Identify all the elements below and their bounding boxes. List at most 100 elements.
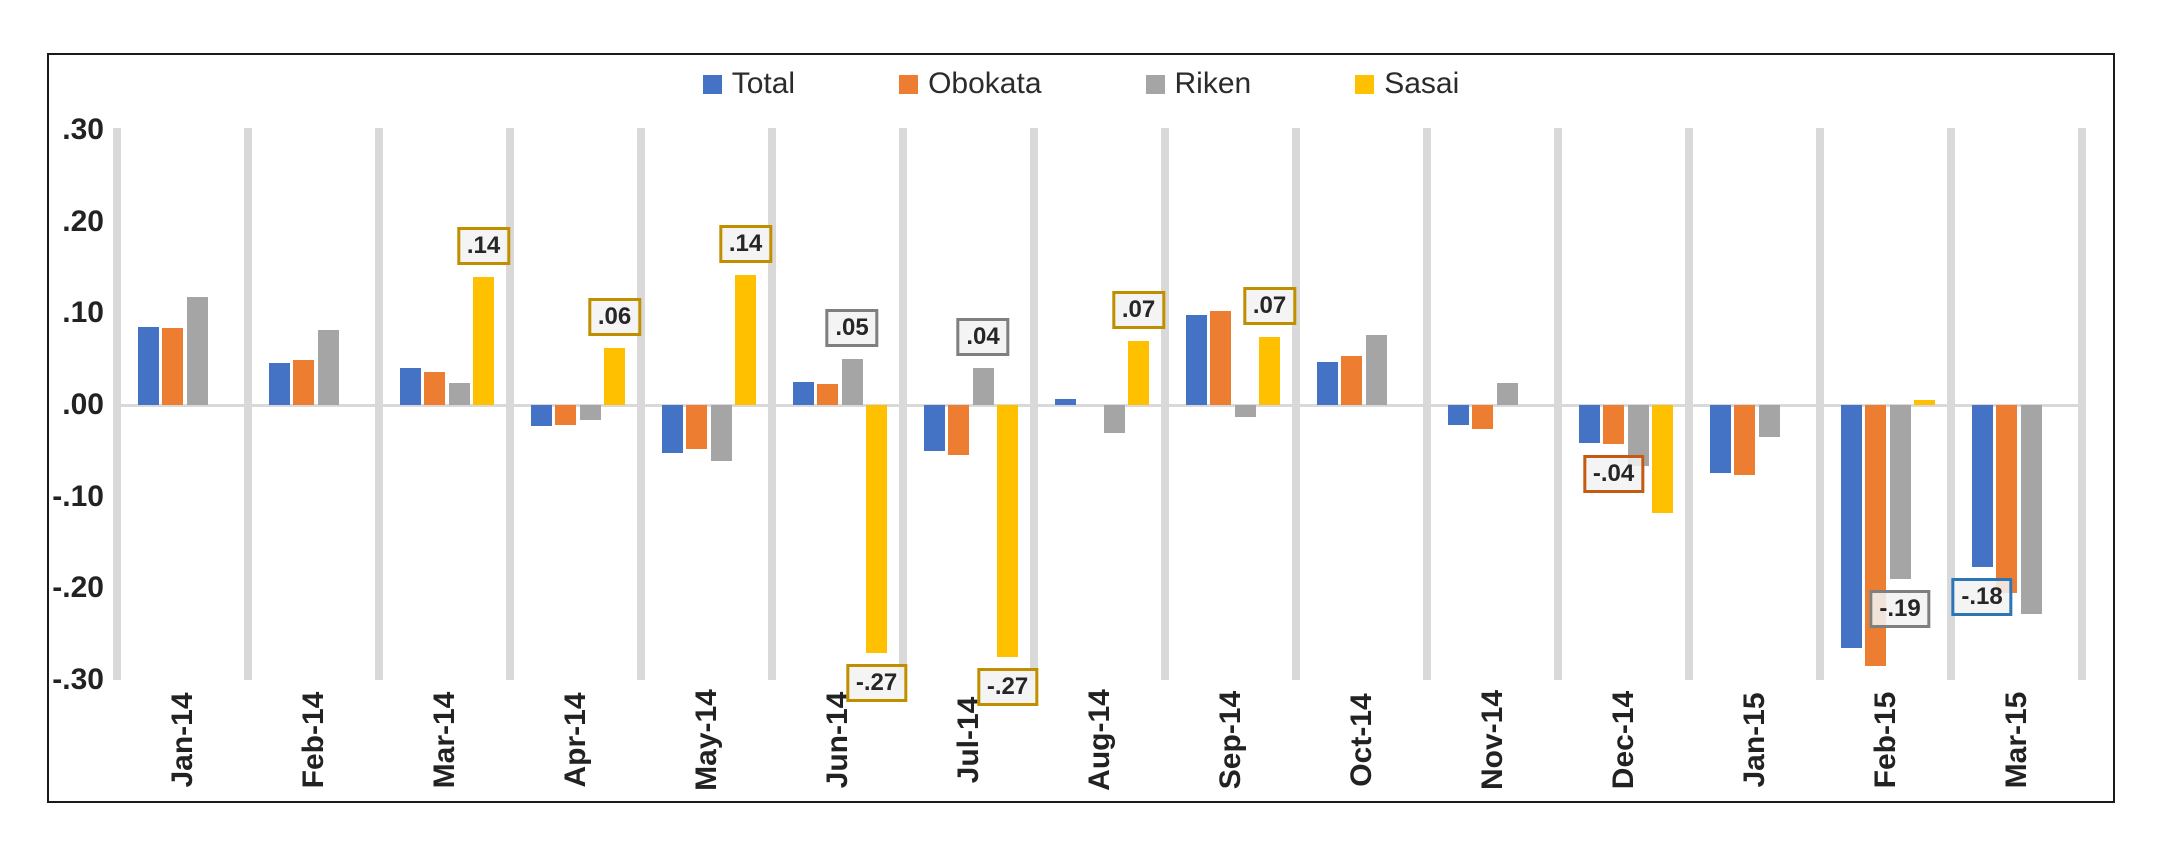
data-label-sasai-mar-14: .14 bbox=[456, 226, 511, 265]
data-label-riken-jul-14: .04 bbox=[956, 318, 1010, 357]
x-label-dec-14: Dec-14 bbox=[1606, 690, 1640, 790]
bar-total-jan-14 bbox=[137, 327, 159, 405]
legend-item-obokata: Obokata bbox=[899, 67, 1042, 100]
legend-label-sasai: Sasai bbox=[1384, 67, 1460, 100]
data-label-obokata-dec-14: -.04 bbox=[1582, 455, 1645, 494]
y-tick-label--.10: -.10 bbox=[52, 479, 104, 513]
legend-item-riken: Riken bbox=[1145, 67, 1252, 100]
data-label-sasai-jun-14: -.27 bbox=[845, 663, 908, 702]
bar-sasai-sep-14 bbox=[1259, 337, 1280, 405]
bar-riken-mar-14 bbox=[448, 382, 470, 405]
y-tick-label--.30: -.30 bbox=[52, 663, 104, 696]
bar-riken-jan-14 bbox=[186, 296, 208, 405]
data-label-sasai-apr-14: .06 bbox=[587, 298, 642, 337]
bar-riken-mar-15 bbox=[2020, 405, 2042, 614]
bar-sasai-jul-14 bbox=[997, 405, 1018, 658]
legend: Total Obokata Riken Sasai bbox=[47, 62, 2115, 106]
bar-sasai-jun-14 bbox=[866, 405, 887, 653]
x-label-nov-14: Nov-14 bbox=[1475, 689, 1509, 791]
bar-total-apr-14 bbox=[530, 405, 552, 427]
bar-riken-jan-15 bbox=[1758, 405, 1780, 438]
bar-total-nov-14 bbox=[1447, 405, 1469, 426]
bar-total-oct-14 bbox=[1316, 361, 1338, 405]
bar-riken-feb-15 bbox=[1889, 405, 1911, 580]
bar-total-mar-14 bbox=[399, 368, 421, 405]
bar-sasai-mar-14 bbox=[473, 276, 494, 405]
bar-riken-dec-14 bbox=[1627, 405, 1649, 467]
bar-total-feb-15 bbox=[1840, 405, 1862, 648]
y-tick-label--.20: -.20 bbox=[52, 571, 104, 605]
zero-axis-line bbox=[113, 403, 2086, 407]
bar-total-dec-14 bbox=[1578, 405, 1600, 443]
legend-item-sasai: Sasai bbox=[1355, 69, 1459, 99]
bar-riken-sep-14 bbox=[1234, 405, 1256, 417]
bar-total-feb-14 bbox=[268, 362, 290, 405]
bar-riken-jul-14 bbox=[972, 368, 994, 405]
data-label-total-mar-15: -.18 bbox=[1951, 578, 2013, 617]
bar-obokata-apr-14 bbox=[555, 405, 576, 426]
y-tick-label-.10: .10 bbox=[62, 296, 104, 330]
bar-total-aug-14 bbox=[1054, 398, 1076, 405]
bar-obokata-oct-14 bbox=[1341, 356, 1362, 405]
bar-riken-apr-14 bbox=[579, 405, 601, 420]
bar-total-may-14 bbox=[661, 405, 683, 453]
bar-riken-jun-14 bbox=[841, 359, 863, 405]
legend-label-riken: Riken bbox=[1174, 67, 1252, 100]
chart-frame bbox=[47, 53, 2115, 803]
x-label-oct-14: Oct-14 bbox=[1344, 693, 1378, 787]
bar-obokata-jun-14 bbox=[817, 383, 838, 405]
bar-obokata-sep-14 bbox=[1210, 310, 1231, 405]
bar-obokata-mar-14 bbox=[424, 371, 445, 405]
bar-sasai-apr-14 bbox=[604, 348, 625, 405]
x-label-jan-14: Jan-14 bbox=[165, 692, 199, 788]
bar-riken-nov-14 bbox=[1496, 382, 1518, 405]
x-label-sep-14: Sep-14 bbox=[1213, 690, 1247, 790]
x-label-aug-14: Aug-14 bbox=[1082, 689, 1116, 791]
bar-obokata-feb-14 bbox=[293, 360, 314, 405]
data-label-sasai-may-14: .14 bbox=[718, 224, 773, 263]
bar-total-jul-14 bbox=[923, 405, 945, 451]
legend-swatch-riken bbox=[1145, 74, 1165, 94]
bar-obokata-jan-14 bbox=[162, 327, 183, 405]
data-label-riken-jun-14: .05 bbox=[825, 309, 879, 348]
bar-riken-aug-14 bbox=[1103, 405, 1125, 434]
legend-swatch-total bbox=[702, 74, 722, 94]
legend-swatch-obokata bbox=[899, 74, 919, 94]
bar-obokata-jan-15 bbox=[1734, 405, 1755, 475]
bar-total-jun-14 bbox=[792, 382, 814, 405]
x-label-feb-14: Feb-14 bbox=[296, 691, 330, 789]
x-label-may-14: May-14 bbox=[689, 689, 723, 791]
bar-total-jan-15 bbox=[1709, 405, 1731, 473]
x-label-mar-15: Mar-15 bbox=[1999, 691, 2033, 789]
x-label-mar-14: Mar-14 bbox=[427, 691, 461, 789]
data-label-sasai-sep-14: .07 bbox=[1242, 287, 1297, 326]
bar-sasai-aug-14 bbox=[1128, 340, 1149, 405]
x-label-jan-15: Jan-15 bbox=[1737, 692, 1771, 788]
bar-obokata-may-14 bbox=[686, 405, 707, 449]
bar-obokata-jul-14 bbox=[948, 405, 969, 456]
legend-label-total: Total bbox=[731, 67, 796, 100]
y-tick-label-.20: .20 bbox=[62, 204, 104, 238]
data-label-sasai-aug-14: .07 bbox=[1111, 290, 1166, 329]
legend-item-total: Total bbox=[702, 67, 796, 100]
bar-sasai-dec-14 bbox=[1652, 405, 1673, 514]
legend-label-obokata: Obokata bbox=[928, 67, 1042, 100]
y-tick-label-.30: .30 bbox=[62, 112, 104, 146]
bar-obokata-dec-14 bbox=[1603, 405, 1624, 445]
legend-swatch-sasai bbox=[1355, 74, 1375, 94]
y-tick-label-.00: .00 bbox=[62, 388, 104, 421]
bar-total-mar-15 bbox=[1971, 405, 1993, 568]
x-label-apr-14: Apr-14 bbox=[558, 692, 592, 788]
bar-total-sep-14 bbox=[1185, 315, 1207, 405]
bar-obokata-nov-14 bbox=[1472, 405, 1493, 429]
bar-sasai-may-14 bbox=[735, 274, 756, 405]
data-label-riken-feb-15: -.19 bbox=[1869, 590, 1931, 629]
data-label-sasai-jul-14: -.27 bbox=[976, 668, 1039, 707]
bar-sasai-feb-15 bbox=[1914, 400, 1935, 405]
bar-obokata-mar-15 bbox=[1996, 405, 2017, 593]
bar-riken-may-14 bbox=[710, 405, 732, 461]
bar-riken-oct-14 bbox=[1365, 335, 1387, 405]
bar-riken-feb-14 bbox=[317, 329, 339, 405]
x-label-feb-15: Feb-15 bbox=[1868, 691, 1902, 789]
